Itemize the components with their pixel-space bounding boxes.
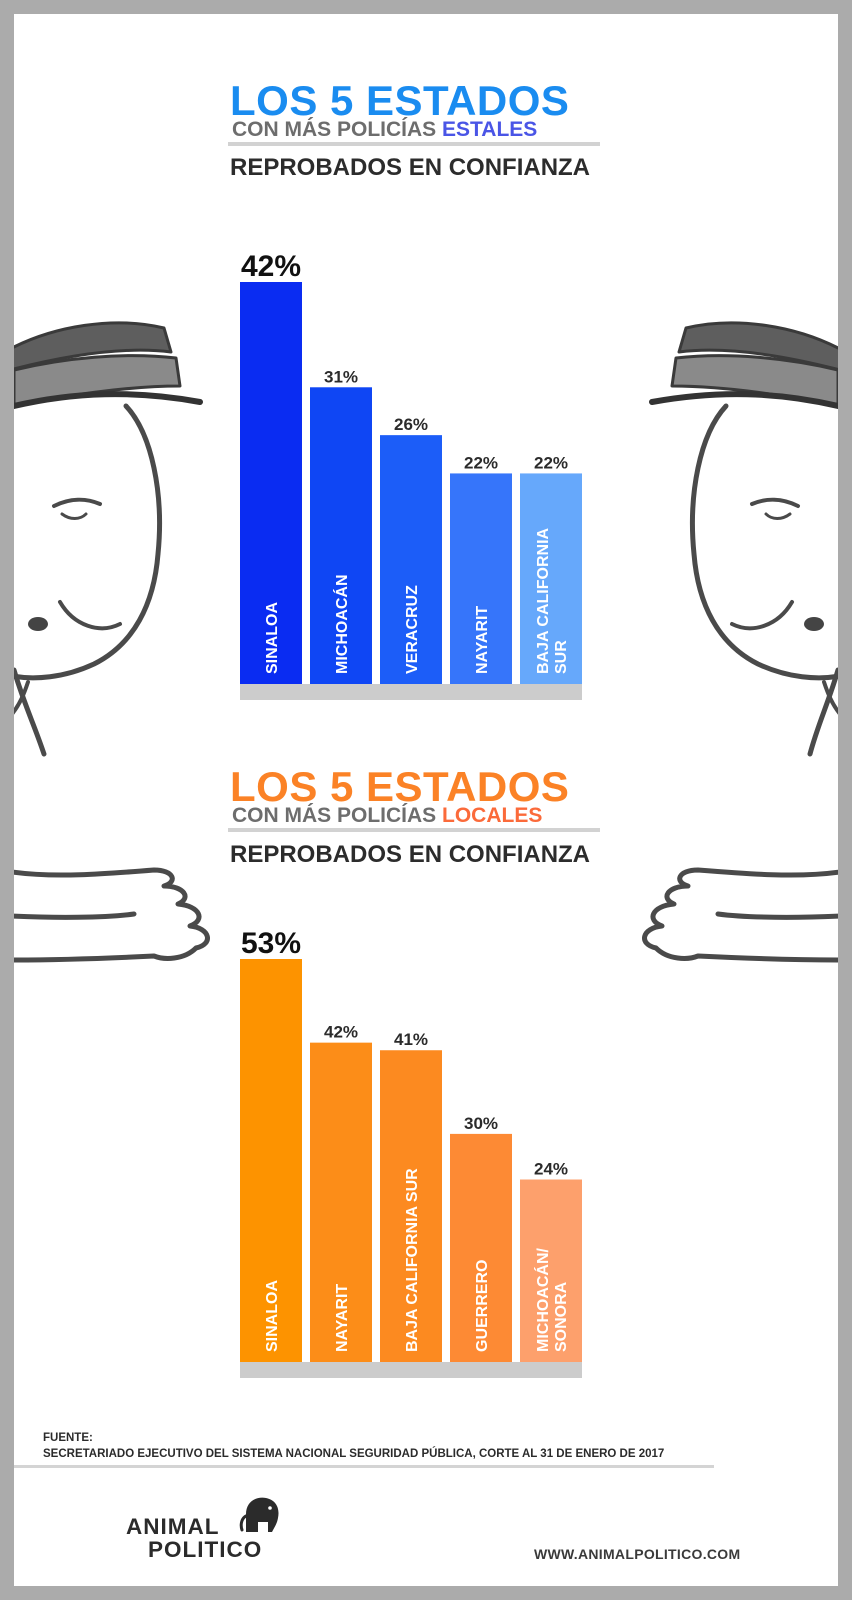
left-police-face-icon	[14, 321, 203, 715]
locales-category-label-line: BAJA CALIFORNIA SUR	[404, 1168, 421, 1352]
estatales-bar-chart: 42% SINALOA 31% MICHOACÁN 26% VERACRUZ 22% NAYA…	[240, 250, 582, 700]
locales-subtitle-highlight: LOCALES	[442, 804, 543, 827]
estatales-category-label: BAJA CALIFORNIA SUR	[535, 527, 570, 674]
estatales-subtitle: CON MÁS POLICÍAS ESTALES	[232, 119, 537, 140]
locales-heading: REPROBADOS EN CONFIANZA	[230, 841, 591, 868]
estatales-bar	[380, 435, 442, 684]
police-illustration	[14, 321, 838, 963]
locales-category-label: GUERRERO	[474, 1260, 491, 1352]
locales-value-label: 41%	[394, 1030, 428, 1049]
right-hand-icon	[642, 867, 838, 963]
logo-text-line1: ANIMAL	[126, 1514, 220, 1539]
locales-axis-base	[240, 1362, 582, 1378]
estatales-value-label: 31%	[324, 367, 358, 386]
source-label: FUENTE:	[43, 1432, 93, 1444]
estatales-category-label-line: MICHOACÁN	[332, 574, 351, 674]
locales-category-label: NAYARIT	[334, 1284, 351, 1352]
source-note: FUENTE: SECRETARIADO EJECUTIVO DEL SISTE…	[43, 1431, 664, 1462]
locales-category-label-line: SONORA	[553, 1281, 570, 1352]
estatales-category-label-line: NAYARIT	[474, 606, 491, 674]
locales-subtitle-prefix: CON MÁS POLICÍAS	[232, 804, 443, 827]
locales-value-label: 30%	[464, 1114, 498, 1133]
infographic-poster: LOS 5 ESTADOS CON MÁS POLICÍAS ESTALES R…	[14, 14, 838, 1586]
locales-value-label: 53%	[241, 927, 301, 960]
locales-bar	[380, 1050, 442, 1362]
locales-category-label-line: MICHOACÁN/	[533, 1247, 552, 1352]
locales-category-label-line: NAYARIT	[334, 1284, 351, 1352]
estatales-category-label: VERACRUZ	[404, 585, 421, 674]
estatales-category-label-line: VERACRUZ	[404, 585, 421, 674]
locales-category-label: BAJA CALIFORNIA SUR	[404, 1168, 421, 1352]
animal-politico-logo[interactable]: ANIMAL POLITICO	[126, 1497, 296, 1572]
logo-text-line2: POLITICO	[148, 1537, 263, 1562]
estatales-subtitle-highlight: ESTALES	[442, 118, 538, 141]
estatales-value-label: 26%	[394, 415, 428, 434]
estatales-value-label: 22%	[534, 453, 568, 472]
arm-outline-icon	[14, 667, 838, 757]
estatales-category-label: NAYARIT	[474, 606, 491, 674]
locales-bar	[520, 1179, 582, 1362]
site-url-link[interactable]: WWW.ANIMALPOLITICO.COM	[534, 1546, 741, 1562]
locales-bar	[240, 959, 302, 1362]
estatales-heading: REPROBADOS EN CONFIANZA	[230, 154, 591, 181]
elephant-icon	[239, 1497, 279, 1532]
source-rule	[14, 1465, 714, 1468]
estatales-category-label: SINALOA	[264, 602, 281, 674]
locales-value-label: 24%	[534, 1160, 568, 1179]
estatales-value-label: 42%	[241, 250, 301, 283]
right-police-face-icon	[649, 321, 838, 715]
estatales-axis-base	[240, 684, 582, 700]
locales-category-label: MICHOACÁN/SONORA	[533, 1247, 570, 1352]
estatales-category-label: MICHOACÁN	[332, 574, 351, 674]
estatales-bar	[520, 473, 582, 684]
locales-value-label: 42%	[324, 1023, 358, 1042]
locales-title-rule	[228, 828, 600, 832]
locales-category-label-line: SINALOA	[264, 1280, 281, 1352]
locales-bar	[310, 1042, 372, 1362]
locales-bar	[450, 1133, 512, 1362]
estatales-subtitle-prefix: CON MÁS POLICÍAS	[232, 118, 443, 141]
estatales-title: LOS 5 ESTADOS	[230, 77, 570, 124]
estatales-bar	[310, 387, 372, 684]
estatales-category-label-line: SINALOA	[264, 602, 281, 674]
locales-title: LOS 5 ESTADOS	[230, 763, 570, 810]
estatales-bar	[240, 282, 302, 684]
source-text: SECRETARIADO EJECUTIVO DEL SISTEMA NACIO…	[43, 1447, 665, 1460]
locales-subtitle: CON MÁS POLICÍAS LOCALES	[232, 805, 542, 826]
locales-category-label: SINALOA	[264, 1280, 281, 1352]
estatales-category-label-line: BAJA CALIFORNIA	[535, 527, 552, 674]
left-hand-icon	[14, 867, 210, 963]
estatales-title-rule	[228, 142, 600, 146]
estatales-bar	[450, 473, 512, 684]
locales-bar-chart: 53% SINALOA 42% NAYARIT 41% BAJA CALIFORNIA S…	[240, 927, 582, 1378]
estatales-category-label-line: SUR	[553, 640, 570, 674]
locales-category-label-line: GUERRERO	[474, 1260, 491, 1352]
estatales-value-label: 22%	[464, 453, 498, 472]
